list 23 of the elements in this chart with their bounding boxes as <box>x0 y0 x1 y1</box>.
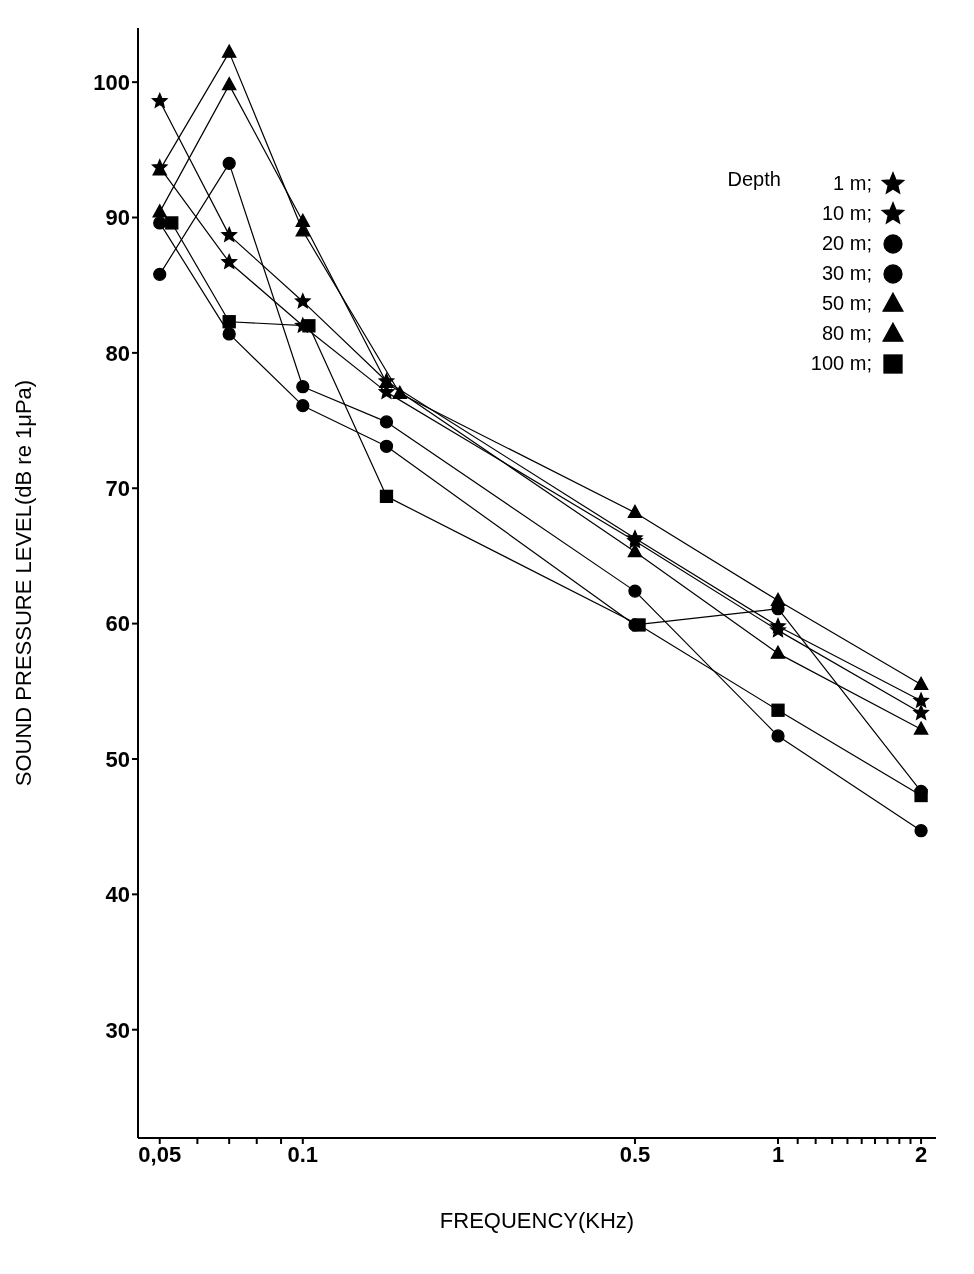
x-tick-label: 0.1 <box>287 1141 319 1167</box>
legend-label: 100 m; <box>810 351 872 375</box>
legend-label: 80 m; <box>821 321 872 345</box>
y-tick-label: 50 <box>105 746 130 772</box>
y-tick-label: 60 <box>105 611 130 637</box>
x-axis-title: FREQUENCY(KHz) <box>439 1208 635 1233</box>
y-tick-label: 80 <box>105 340 130 366</box>
legend-title: Depth <box>727 168 781 191</box>
legend-label: 30 m; <box>821 261 872 285</box>
x-tick-label: 1 <box>771 1141 785 1167</box>
legend-label: 20 m; <box>821 231 872 255</box>
x-tick-label: 0,05 <box>138 1141 182 1167</box>
legend-label: 10 m; <box>821 201 872 225</box>
x-tick-label: 2 <box>914 1141 928 1167</box>
legend-label: 1 m; <box>833 171 872 195</box>
y-tick-label: 70 <box>105 476 130 502</box>
y-tick-label: 90 <box>105 205 130 231</box>
y-tick-label: 30 <box>105 1017 130 1043</box>
legend-label: 50 m; <box>821 291 872 315</box>
y-tick-label: 100 <box>93 69 130 95</box>
x-tick-label: 0.5 <box>619 1141 651 1167</box>
y-axis-title: SOUND PRESSURE LEVEL(dB re 1μPa) <box>10 379 36 787</box>
y-tick-label: 40 <box>105 882 130 908</box>
